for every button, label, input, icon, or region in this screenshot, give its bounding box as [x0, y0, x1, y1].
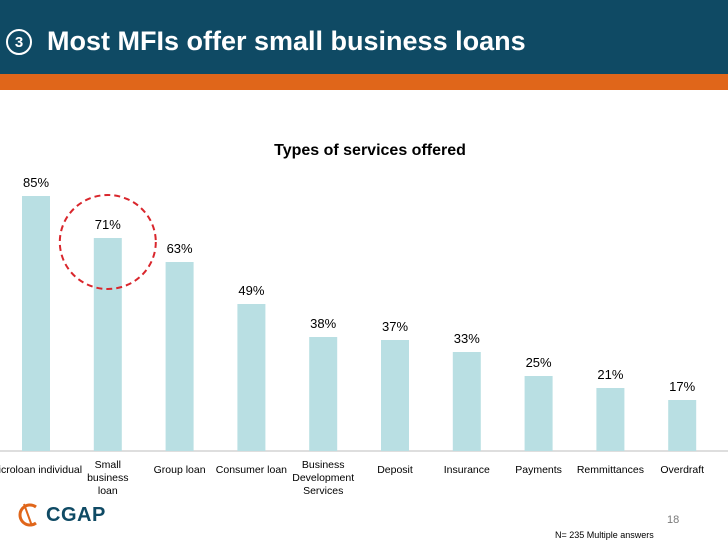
bar-8: [524, 376, 553, 451]
bar-2: [93, 238, 122, 451]
bar-1: [22, 196, 50, 451]
page-number: 18: [667, 514, 680, 526]
category-label-9: Remmittances: [577, 464, 644, 476]
logo-text: CGAP: [46, 503, 106, 526]
cgap-logo: CGAP: [16, 502, 106, 528]
accent-bar: [0, 74, 728, 90]
highlight-circle: [58, 194, 157, 290]
bar-10: [668, 400, 697, 451]
category-label-8: Payments: [515, 464, 562, 476]
category-label-1: Microloan individual: [0, 464, 82, 476]
category-label-3: Group loan: [154, 464, 206, 476]
category-label-10: Overdraft: [660, 464, 704, 476]
bar-4: [237, 304, 266, 451]
category-label-2: Small business loan: [87, 459, 128, 497]
bar-5: [309, 337, 338, 451]
data-label-5: 38%: [310, 316, 336, 331]
data-label-10: 17%: [669, 379, 695, 394]
slide-title: Most MFIs offer small business loans: [47, 26, 526, 56]
data-label-6: 37%: [382, 319, 408, 334]
bar-6: [381, 340, 409, 451]
cgap-logo-icon: [18, 503, 37, 527]
data-label-8: 25%: [526, 355, 552, 370]
category-label-5: Business Development Services: [292, 459, 354, 497]
bar-7: [452, 352, 481, 451]
data-label-2: 71%: [95, 217, 121, 232]
data-label-1: 85%: [23, 175, 49, 190]
slide-number-badge: 3: [6, 29, 32, 55]
data-label-3: 63%: [167, 241, 193, 256]
category-label-4: Consumer loan: [216, 464, 287, 476]
bar-3: [165, 262, 194, 451]
title-bar: [0, 0, 728, 74]
chart-title: Types of services offered: [274, 142, 466, 159]
sample-note: N= 235 Multiple answers: [555, 530, 654, 540]
category-label-7: Insurance: [444, 464, 490, 476]
data-label-4: 49%: [238, 283, 264, 298]
data-label-7: 33%: [454, 331, 480, 346]
bar-9: [596, 388, 625, 451]
category-label-6: Deposit: [377, 464, 413, 476]
data-label-9: 21%: [597, 367, 623, 382]
